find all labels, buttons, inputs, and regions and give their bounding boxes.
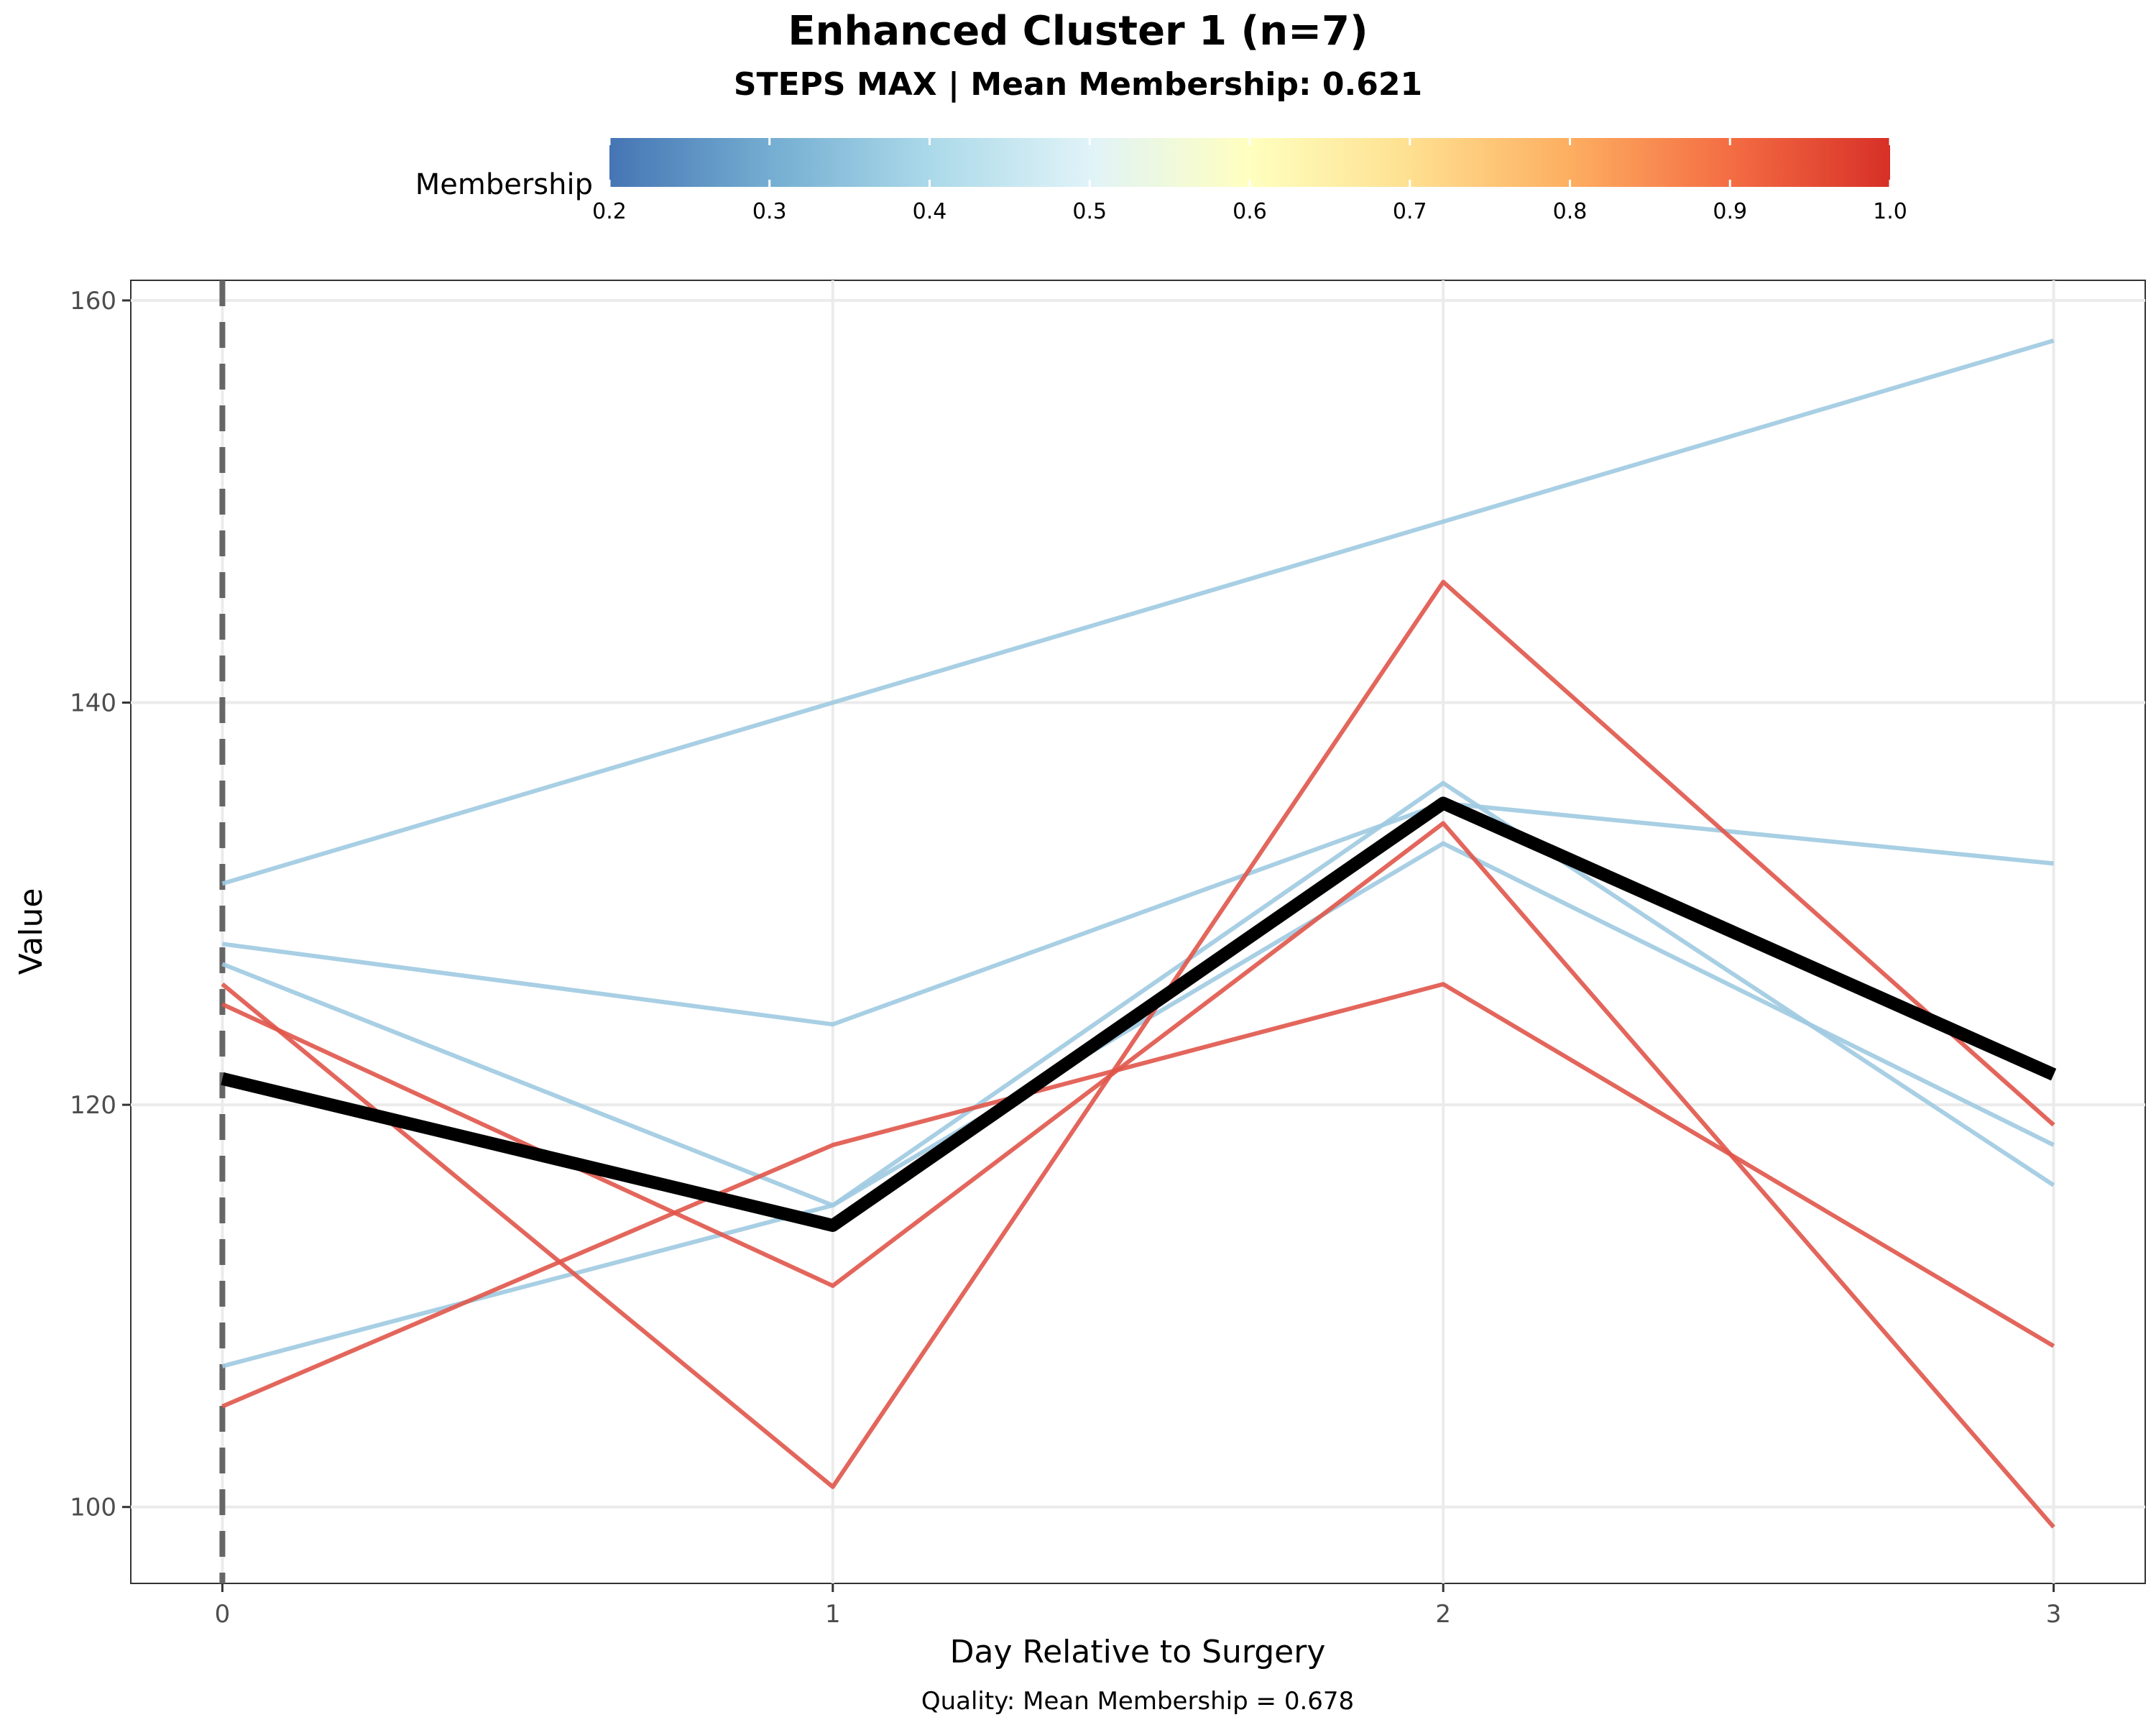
x-axis-label: Day Relative to Surgery — [950, 1634, 1326, 1670]
colorbar-tick-label: 0.6 — [1233, 199, 1267, 224]
y-tick-label: 160 — [70, 287, 116, 316]
colorbar-tick-label: 0.7 — [1393, 199, 1427, 224]
colorbar — [609, 138, 1890, 187]
cluster-mean-line — [221, 796, 2057, 1232]
legend-title: Membership — [415, 168, 593, 201]
member-trajectory-4 — [221, 841, 2055, 1368]
y-tick-label: 140 — [70, 689, 116, 718]
colorbar-tick-label: 0.3 — [752, 199, 787, 224]
x-tick-label: 1 — [825, 1600, 841, 1629]
x-tick-label: 0 — [215, 1600, 231, 1629]
colorbar-tick-label: 0.5 — [1072, 199, 1107, 224]
member-trajectory-7 — [221, 982, 2055, 1409]
y-tick-label: 120 — [70, 1091, 116, 1120]
member-trajectory-1 — [221, 339, 2055, 886]
colorbar-tick-label: 0.9 — [1713, 199, 1747, 224]
chart-title: Enhanced Cluster 1 (n=7) — [788, 8, 1368, 55]
colorbar-tick-label: 1.0 — [1873, 199, 1907, 224]
member-trajectory-6 — [221, 821, 2055, 1529]
colorbar-tick-label: 0.4 — [913, 199, 947, 224]
colorbar-tick-label: 0.2 — [592, 199, 627, 224]
member-trajectory-2 — [222, 801, 2054, 1027]
colorbar-legend: Membership 0.2 0.3 0.4 0.5 0.6 0.7 0.8 0.9 1.0 — [415, 138, 1907, 224]
plot-panel — [130, 280, 2146, 1584]
member-trajectory-3 — [221, 781, 2055, 1208]
colorbar-tick-label: 0.8 — [1553, 199, 1588, 224]
x-tick-label: 3 — [2046, 1600, 2062, 1629]
y-tick-label: 100 — [70, 1494, 116, 1522]
x-tick-label: 2 — [1435, 1600, 1451, 1629]
member-trajectory-5 — [221, 579, 2055, 1489]
y-axis-label: Value — [13, 888, 50, 975]
chart-caption: Quality: Mean Membership = 0.678 — [921, 1687, 1354, 1716]
chart-subtitle: STEPS MAX | Mean Membership: 0.621 — [734, 66, 1422, 103]
